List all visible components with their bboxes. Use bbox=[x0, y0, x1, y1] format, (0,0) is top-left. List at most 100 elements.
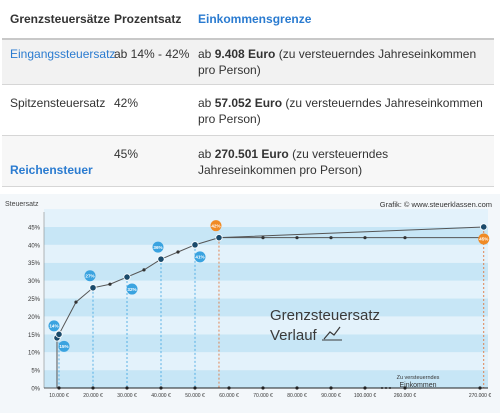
data-point bbox=[142, 268, 146, 272]
x-tick-dot bbox=[403, 386, 407, 390]
x-tick-label: 20.000 € bbox=[83, 393, 103, 399]
row-name-link[interactable]: Eingangssteuersatz bbox=[10, 47, 116, 61]
grid-band bbox=[44, 298, 488, 317]
x-axis-note-bottom: Einkommen bbox=[400, 382, 437, 389]
highlight-marker bbox=[480, 223, 488, 231]
x-tick-dot bbox=[193, 386, 197, 390]
y-tick-label: 5% bbox=[31, 369, 40, 375]
row-rate: ab 14% - 42% bbox=[114, 47, 190, 61]
x-tick-dot bbox=[261, 386, 265, 390]
grid-band bbox=[44, 262, 488, 281]
y-axis-label: Steuersatz bbox=[5, 201, 39, 208]
point-label-badge bbox=[194, 251, 206, 263]
chart-credit: Grafik: © www.steuerklassen.com bbox=[380, 200, 492, 209]
x-tick-dot bbox=[478, 386, 482, 390]
marginal-tax-rate-chart: 0% 5% 10% 15% 20% 25% 30% 35% 40% 45% 10.000 € 20.0… bbox=[0, 194, 500, 413]
table-row: Reichensteuer 45% ab 270.501 Euro (zu ve… bbox=[2, 136, 494, 187]
y-tick-label: 0% bbox=[31, 387, 40, 393]
highlight-marker bbox=[89, 284, 97, 292]
data-point bbox=[329, 236, 333, 240]
x-tick-label: 260.000 € bbox=[394, 393, 416, 399]
x-tick-label: 30.000 € bbox=[117, 393, 137, 399]
row-name-link[interactable]: Reichensteuer bbox=[10, 163, 93, 177]
point-label-text: 15% bbox=[59, 344, 68, 349]
x-tick-dot bbox=[329, 386, 333, 390]
axis-break-dot bbox=[389, 387, 391, 389]
y-tick-label: 30% bbox=[28, 279, 41, 285]
table-header-row: Grenzsteuersätze Prozentsatz Einkommensg… bbox=[2, 0, 494, 40]
x-tick-dot bbox=[227, 386, 231, 390]
x-tick-dot bbox=[295, 386, 299, 390]
table-row: Spitzensteuersatz 42% ab 57.052 Euro (zu… bbox=[2, 85, 494, 136]
y-tick-label: 10% bbox=[28, 351, 41, 357]
annotation-sub: Verlauf bbox=[270, 327, 318, 344]
data-point bbox=[176, 250, 180, 254]
grid-band bbox=[44, 370, 488, 388]
grid-band bbox=[44, 334, 488, 353]
highlight-marker bbox=[191, 241, 199, 249]
highlight-marker bbox=[55, 330, 63, 338]
y-tick-label: 15% bbox=[28, 333, 41, 339]
data-point bbox=[363, 236, 367, 240]
x-tick-label: 80.000 € bbox=[287, 393, 307, 399]
row-rate: 45% bbox=[114, 147, 139, 161]
x-tick-label: 100.000 € bbox=[354, 393, 376, 399]
data-point bbox=[403, 236, 407, 240]
header-income-limit[interactable]: Einkommensgrenze bbox=[198, 12, 312, 26]
header-rate-type: Grenzsteuersätze bbox=[10, 12, 111, 26]
y-tick-label: 35% bbox=[28, 261, 41, 267]
axis-break-dot bbox=[381, 387, 383, 389]
point-label-text: 32% bbox=[127, 287, 136, 292]
x-axis-note-top: Zu versteuerndes bbox=[397, 375, 440, 381]
data-point bbox=[295, 236, 299, 240]
grid-band bbox=[44, 209, 488, 227]
data-point bbox=[261, 236, 265, 240]
point-label-text: 27% bbox=[85, 274, 94, 279]
highlight-marker bbox=[215, 234, 223, 242]
data-point bbox=[108, 282, 112, 286]
point-label-badge bbox=[478, 233, 490, 245]
y-tick-label: 20% bbox=[28, 315, 41, 321]
x-tick-label: 60.000 € bbox=[219, 393, 239, 399]
grid-band bbox=[44, 280, 488, 299]
y-tick-label: 25% bbox=[28, 297, 41, 303]
y-tick-label: 40% bbox=[28, 243, 41, 249]
highlight-marker bbox=[157, 255, 165, 263]
x-tick-dot bbox=[91, 386, 95, 390]
x-tick-label: 40.000 € bbox=[151, 393, 171, 399]
table-row: Eingangssteuersatz ab 14% - 42% ab 9.408… bbox=[2, 40, 494, 85]
axis-break-dot bbox=[385, 387, 387, 389]
annotation-title: Grenzsteuersatz bbox=[270, 307, 380, 324]
point-label-text: 36% bbox=[153, 245, 162, 250]
grid-band bbox=[44, 316, 488, 335]
x-tick-label: 90.000 € bbox=[321, 393, 341, 399]
row-limit: ab 270.501 Euro (zu versteuerndes Jahres… bbox=[198, 147, 389, 177]
grid-band bbox=[44, 244, 488, 263]
point-label-badge bbox=[58, 340, 70, 352]
point-label-badge bbox=[84, 270, 96, 282]
grid-band bbox=[44, 352, 488, 371]
x-tick-label: 10.000 € bbox=[49, 393, 69, 399]
x-tick-label: 50.000 € bbox=[185, 393, 205, 399]
point-label-badge bbox=[126, 283, 138, 295]
x-tick-dot bbox=[57, 386, 61, 390]
row-rate: 42% bbox=[114, 96, 139, 110]
trend-chart-icon bbox=[323, 326, 341, 340]
x-tick-dot bbox=[159, 386, 163, 390]
point-label-badge bbox=[48, 320, 60, 332]
point-label-text: 42% bbox=[211, 223, 220, 228]
row-name: Spitzensteuersatz bbox=[10, 96, 106, 110]
x-tick-dot bbox=[125, 386, 129, 390]
point-label-text: 45% bbox=[479, 237, 488, 242]
highlight-marker bbox=[123, 273, 131, 281]
x-tick-label: 270.000 € bbox=[469, 393, 491, 399]
row-limit: ab 57.052 Euro (zu versteuerndes Jahrese… bbox=[198, 96, 483, 126]
point-label-text: 14% bbox=[49, 324, 58, 329]
data-point bbox=[74, 300, 78, 304]
x-tick-label: 70.000 € bbox=[253, 393, 273, 399]
y-tick-label: 45% bbox=[28, 225, 41, 231]
x-tick-dot bbox=[363, 386, 367, 390]
header-percentage: Prozentsatz bbox=[114, 12, 182, 26]
row-limit: ab 9.408 Euro (zu versteuerndes Jahresei… bbox=[198, 47, 477, 77]
point-label-badge bbox=[210, 220, 222, 232]
